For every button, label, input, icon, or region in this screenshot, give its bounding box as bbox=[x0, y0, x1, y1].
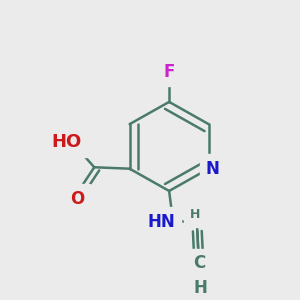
Text: N: N bbox=[205, 160, 219, 178]
Text: H: H bbox=[193, 279, 207, 297]
Text: C: C bbox=[193, 254, 205, 272]
Text: F: F bbox=[164, 63, 175, 81]
Text: HN: HN bbox=[148, 213, 176, 231]
Text: O: O bbox=[70, 190, 84, 208]
Text: H: H bbox=[190, 208, 200, 221]
Text: HO: HO bbox=[51, 133, 81, 151]
